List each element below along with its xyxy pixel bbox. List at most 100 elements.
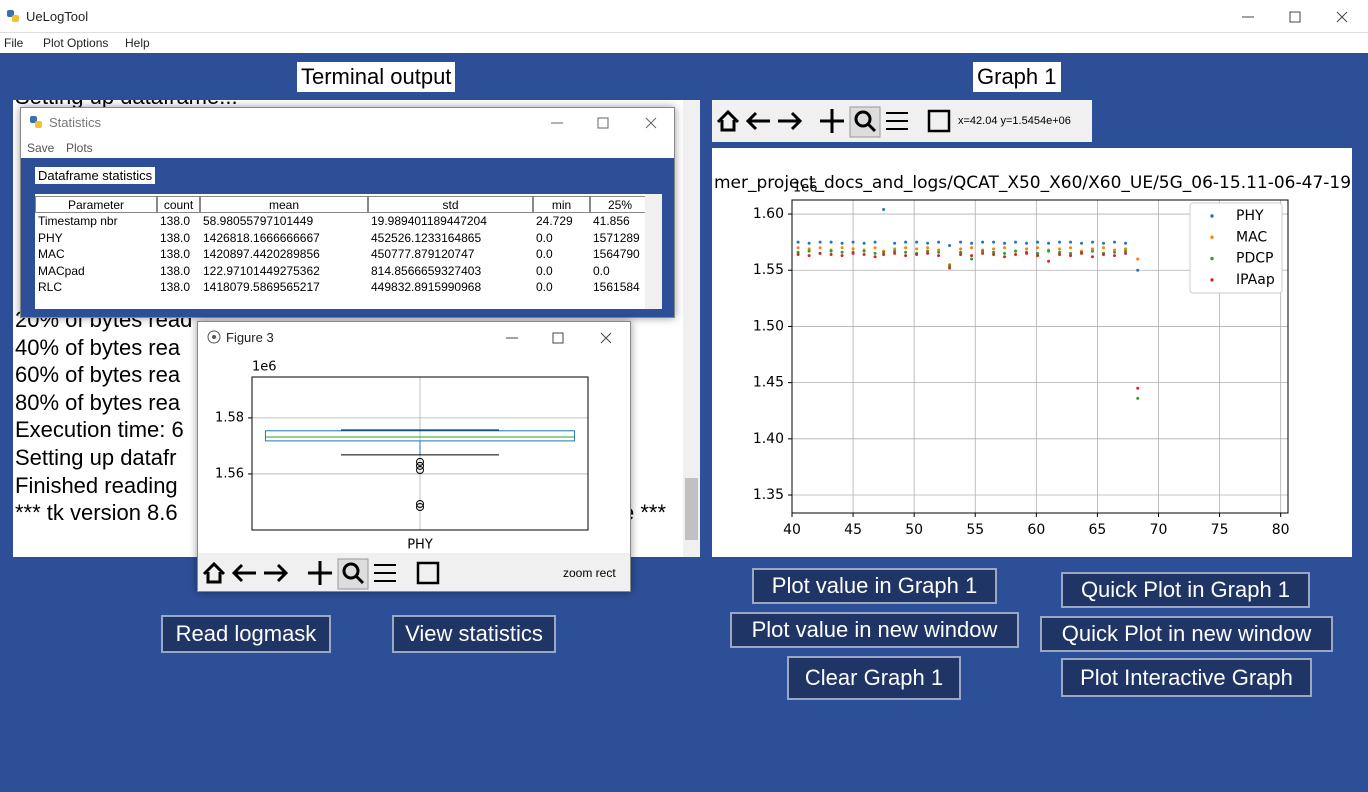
- point: [882, 253, 886, 257]
- table-scrollbar[interactable]: [645, 194, 662, 309]
- menu-item[interactable]: Help: [125, 36, 150, 50]
- point: [926, 246, 930, 250]
- chart-title: mer_project_docs_and_logs/QCAT_X50_X60/X…: [714, 173, 1351, 193]
- y-tick-label: 1.35: [753, 487, 784, 503]
- point: [1058, 250, 1062, 254]
- table-cell: 449832.8915990968: [371, 280, 482, 294]
- table-cell: 1564790: [593, 247, 640, 261]
- point: [840, 250, 844, 254]
- point: [1136, 386, 1140, 390]
- point: [926, 251, 930, 255]
- box: [264, 430, 576, 442]
- window-controls[interactable]: [498, 329, 628, 347]
- point: [948, 244, 952, 248]
- point: [1080, 241, 1084, 245]
- point: [1124, 249, 1128, 253]
- point: [904, 246, 908, 250]
- point: [1025, 247, 1029, 251]
- point: [807, 247, 811, 251]
- point: [1113, 248, 1117, 252]
- legend-box: [1189, 202, 1283, 294]
- legend-label: MAC: [1236, 229, 1267, 245]
- figure-status: zoom rect: [563, 566, 616, 580]
- flier: [416, 457, 424, 466]
- menu-item[interactable]: Plots: [66, 141, 93, 155]
- x-tick-label: 60: [1027, 522, 1045, 538]
- stats-menu: Save Plots: [21, 137, 674, 158]
- terminal-line: Setting up dataframe...: [15, 100, 238, 110]
- point: [1036, 254, 1040, 258]
- point: [796, 240, 800, 244]
- point: [1113, 254, 1117, 258]
- point: [1136, 257, 1140, 261]
- button[interactable]: Clear Graph 1: [787, 656, 961, 700]
- point: [807, 249, 811, 253]
- point: [1091, 249, 1095, 253]
- point: [1047, 241, 1051, 245]
- point: [1047, 259, 1051, 263]
- table-cell: MAC: [38, 247, 65, 261]
- point: [882, 208, 886, 212]
- point: [1003, 255, 1007, 259]
- point: [1091, 255, 1095, 259]
- toolbar-icons[interactable]: [712, 100, 957, 142]
- point: [818, 251, 822, 255]
- button[interactable]: View statistics: [392, 615, 556, 653]
- point: [873, 251, 877, 255]
- terminal-line: Execution time: 6: [15, 417, 184, 443]
- table-header: min: [533, 196, 590, 213]
- table-header: count: [157, 196, 200, 213]
- point: [937, 250, 941, 254]
- point: [1124, 247, 1128, 251]
- button[interactable]: Read logmask: [161, 615, 331, 653]
- legend-label: IPAap: [1236, 272, 1275, 288]
- point: [1136, 396, 1140, 400]
- button[interactable]: Plot value in Graph 1: [752, 568, 997, 604]
- point: [873, 255, 877, 259]
- button[interactable]: Plot value in new window: [730, 612, 1019, 648]
- x-tick-label: 70: [1150, 522, 1168, 538]
- scroll-thumb[interactable]: [685, 478, 698, 540]
- table-cell: 0.0: [536, 230, 553, 245]
- legend-marker: [1210, 214, 1214, 218]
- point: [1080, 251, 1084, 255]
- point: [873, 246, 877, 250]
- table-cell: 452526.1233164865: [371, 230, 482, 245]
- menu-item[interactable]: Save: [27, 141, 55, 155]
- scrollbar[interactable]: [683, 100, 700, 557]
- point: [829, 253, 833, 257]
- point: [862, 241, 866, 245]
- button[interactable]: Plot Interactive Graph: [1061, 658, 1312, 697]
- menu-item[interactable]: Plot Options: [43, 36, 109, 50]
- plot-frame: [251, 376, 589, 531]
- point: [959, 240, 963, 244]
- point: [970, 254, 974, 258]
- table-header: Parameter: [35, 196, 157, 213]
- legend-marker: [1210, 278, 1214, 282]
- point: [948, 266, 952, 270]
- terminal-line: Setting up datafr: [15, 445, 177, 470]
- point: [873, 240, 877, 244]
- button[interactable]: Quick Plot in new window: [1040, 616, 1333, 652]
- offset-label: 1e6: [793, 181, 818, 196]
- x-tick-label: PHY: [407, 538, 433, 553]
- menu-item[interactable]: File: [4, 36, 24, 50]
- point: [796, 246, 800, 250]
- window-controls[interactable]: [541, 114, 671, 132]
- x-tick-label: 80: [1272, 522, 1290, 538]
- point: [1102, 246, 1106, 250]
- window-controls[interactable]: [1230, 8, 1360, 26]
- point: [1091, 247, 1095, 251]
- point: [926, 241, 930, 245]
- button[interactable]: Quick Plot in Graph 1: [1061, 572, 1310, 608]
- point: [992, 250, 996, 254]
- point: [981, 251, 985, 255]
- flier: [416, 461, 424, 470]
- figure-canvas: [198, 352, 630, 553]
- x-tick-label: 50: [905, 522, 923, 538]
- terminal-line: *** tk version 8.6: [15, 500, 178, 526]
- plot-frame: [791, 199, 1289, 514]
- point: [1069, 240, 1073, 244]
- figure-toolbar-icons[interactable]: [198, 553, 448, 593]
